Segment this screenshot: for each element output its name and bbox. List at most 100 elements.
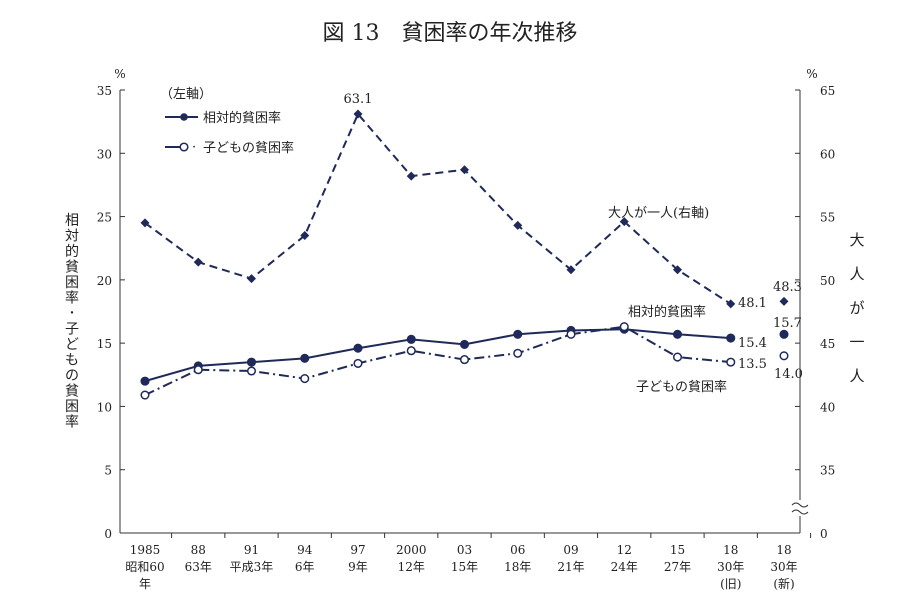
data-label: 15.7 bbox=[773, 316, 802, 331]
data-point bbox=[726, 299, 736, 309]
data-point bbox=[459, 339, 470, 349]
left-axis-label-char: 相 bbox=[65, 213, 79, 229]
right-tick-label: 65 bbox=[820, 84, 835, 98]
x-tick-label: 94 bbox=[297, 543, 313, 557]
series-line bbox=[144, 112, 732, 305]
x-tick-label: 97 bbox=[350, 543, 365, 557]
data-point bbox=[246, 357, 257, 367]
legend-label: 相対的貧困率 bbox=[203, 110, 281, 126]
legend-header: （左軸） bbox=[160, 87, 212, 102]
right-axis-label-char: 一 bbox=[849, 333, 864, 351]
data-point bbox=[673, 265, 682, 275]
x-tick-label: 24年 bbox=[611, 560, 638, 574]
right-tick-label: 60 bbox=[820, 147, 835, 161]
x-tick-label: 9年 bbox=[348, 560, 368, 574]
data-point bbox=[566, 329, 576, 339]
data-point bbox=[566, 265, 576, 275]
peak-label: 63.1 bbox=[344, 92, 373, 107]
data-point bbox=[193, 257, 203, 267]
right-tick-label: 0 bbox=[820, 527, 828, 541]
x-tick-label: (新) bbox=[773, 576, 794, 591]
x-tick-label: 91 bbox=[244, 543, 259, 557]
left-axis-label-char: 的 bbox=[65, 244, 79, 260]
right-axis-label-char: 大 bbox=[849, 231, 864, 249]
left-tick-label: 5 bbox=[104, 464, 112, 478]
left-axis-label-char: 率 bbox=[65, 290, 79, 307]
data-label: 15.4 bbox=[738, 336, 767, 351]
data-point bbox=[140, 376, 150, 386]
left-axis-label-char: ど bbox=[65, 337, 79, 353]
x-tick-label: 平成3年 bbox=[230, 560, 274, 574]
axis-break-icon bbox=[791, 502, 809, 515]
right-axis-label-char: 人 bbox=[849, 367, 864, 385]
left-axis-label-char: 対 bbox=[65, 229, 79, 245]
data-point bbox=[353, 358, 363, 368]
x-tick-label: 30年 bbox=[770, 560, 797, 574]
data-point bbox=[779, 296, 789, 306]
data-point bbox=[460, 165, 469, 175]
left-tick-label: 30 bbox=[97, 147, 112, 161]
series-line bbox=[144, 328, 731, 383]
x-tick-label: 21年 bbox=[557, 560, 584, 574]
x-tick-label: 88 bbox=[191, 543, 206, 557]
child-series-label: 子どもの貧困率 bbox=[636, 379, 727, 395]
data-point bbox=[353, 109, 363, 119]
data-point bbox=[353, 343, 363, 353]
series-line bbox=[144, 325, 731, 396]
adult-series-label: 大人が一人(右軸) bbox=[608, 206, 709, 221]
data-point bbox=[140, 218, 150, 228]
right-tick-label: 45 bbox=[820, 337, 835, 351]
left-axis-label-char: 貧 bbox=[65, 384, 79, 400]
data-point bbox=[619, 217, 629, 227]
x-tick-label: (旧) bbox=[720, 577, 741, 591]
x-tick-label: 63年 bbox=[185, 560, 212, 574]
data-point bbox=[779, 351, 789, 361]
legend-dot: · bbox=[192, 140, 196, 155]
data-point bbox=[513, 220, 523, 230]
x-tick-label: 15年 bbox=[451, 560, 478, 574]
left-axis-label-char: 率 bbox=[65, 414, 79, 431]
data-point bbox=[726, 333, 736, 343]
legend-marker bbox=[179, 142, 189, 152]
data-point bbox=[672, 352, 683, 362]
right-tick-label: 50 bbox=[820, 274, 835, 288]
legend-marker bbox=[180, 113, 188, 121]
data-label: 48.1 bbox=[738, 296, 767, 311]
left-tick-label: 20 bbox=[97, 274, 112, 288]
left-unit: % bbox=[114, 67, 125, 81]
right-unit: % bbox=[806, 67, 817, 81]
x-tick-label: 18 bbox=[723, 543, 738, 557]
x-tick-label: 1985 bbox=[130, 543, 161, 557]
x-tick-label: 30年 bbox=[717, 560, 744, 574]
x-tick-label: 12年 bbox=[398, 560, 425, 574]
data-point bbox=[513, 329, 523, 339]
chart-title: 図 13 貧困率の年次推移 bbox=[323, 21, 578, 46]
data-point bbox=[247, 274, 256, 284]
left-axis-label-char: 困 bbox=[65, 399, 79, 415]
data-point bbox=[459, 355, 470, 365]
x-tick-label: 18 bbox=[776, 543, 791, 557]
left-tick-label: 35 bbox=[97, 84, 112, 98]
data-point bbox=[406, 346, 416, 356]
data-point bbox=[300, 374, 310, 384]
x-tick-label: 06 bbox=[510, 543, 525, 557]
axis-break bbox=[794, 500, 806, 516]
left-tick-label: 15 bbox=[97, 337, 112, 351]
legend-label: 子どもの貧困率 bbox=[203, 140, 294, 156]
data-point bbox=[300, 231, 310, 241]
left-axis-label-char: も bbox=[65, 353, 79, 369]
data-point bbox=[672, 329, 683, 339]
x-tick-label: 09 bbox=[563, 543, 578, 557]
right-axis-label-char: 人 bbox=[849, 265, 864, 283]
left-tick-label: 10 bbox=[97, 400, 112, 414]
data-point bbox=[193, 365, 203, 375]
data-point bbox=[300, 353, 310, 363]
data-point bbox=[779, 329, 789, 339]
data-point bbox=[619, 322, 629, 332]
x-tick-label: 12 bbox=[617, 543, 632, 557]
x-tick-label: 6年 bbox=[295, 560, 315, 574]
right-tick-label: 55 bbox=[820, 211, 835, 225]
relative-series-label: 相対的貧困率 bbox=[628, 304, 706, 320]
right-tick-label: 40 bbox=[820, 400, 835, 414]
right-tick-label: 35 bbox=[820, 464, 835, 478]
